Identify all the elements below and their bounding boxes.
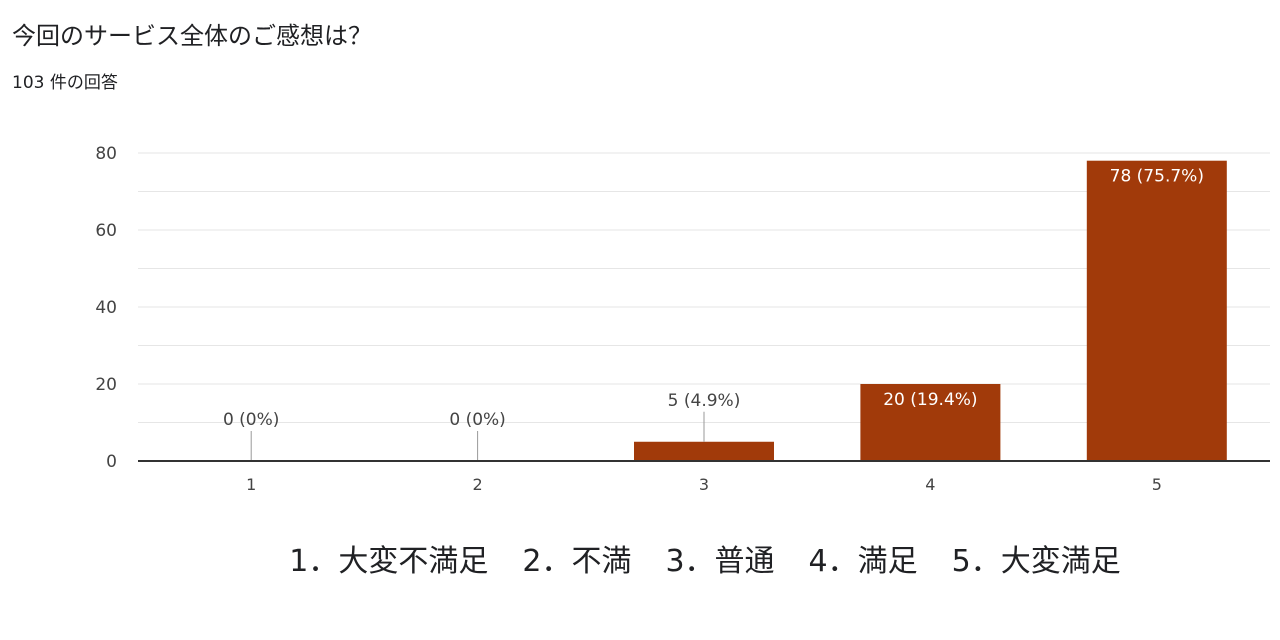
data-label-3: 5 (4.9%) [668,391,741,411]
data-label-1: 0 (0%) [223,410,279,430]
y-tick-label: 80 [95,144,117,164]
y-tick-label: 60 [95,221,117,241]
bar-5 [1086,160,1227,461]
x-tick-label: 2 [473,475,483,494]
data-label-2: 0 (0%) [449,410,505,430]
x-tick-label: 5 [1152,475,1162,494]
x-tick-label: 3 [699,475,709,494]
x-tick-label: 1 [246,475,256,494]
legend-item-1: 1．大変不満足 [289,544,489,579]
y-tick-label: 0 [106,452,117,472]
data-label-5: 78 (75.7%) [1110,167,1204,187]
bar-chart: 0 20 40 60 80 0 (0%) 1 0 (0%) 2 5 (4.9%) 3 20 (19.4… [95,144,1270,494]
legend-item-2: 2．不満 [522,544,632,579]
y-tick-label: 40 [95,298,117,318]
legend-item-5: 5．大変満足 [951,544,1121,579]
question-title: 今回のサービス全体のご感想は？ [12,22,372,50]
y-tick-label: 20 [95,375,117,395]
bar-3 [634,441,774,461]
x-tick-label: 4 [925,475,935,494]
data-label-4: 20 (19.4%) [883,390,977,410]
scale-legend: 1．大変不満足 2．不満 3．普通 4．満足 5．大変満足 [0,536,1280,580]
legend-item-4: 4．満足 [808,544,918,579]
response-count: 103 件の回答 [12,73,118,93]
legend-item-3: 3．普通 [665,544,775,579]
bar-4 [860,384,1001,461]
